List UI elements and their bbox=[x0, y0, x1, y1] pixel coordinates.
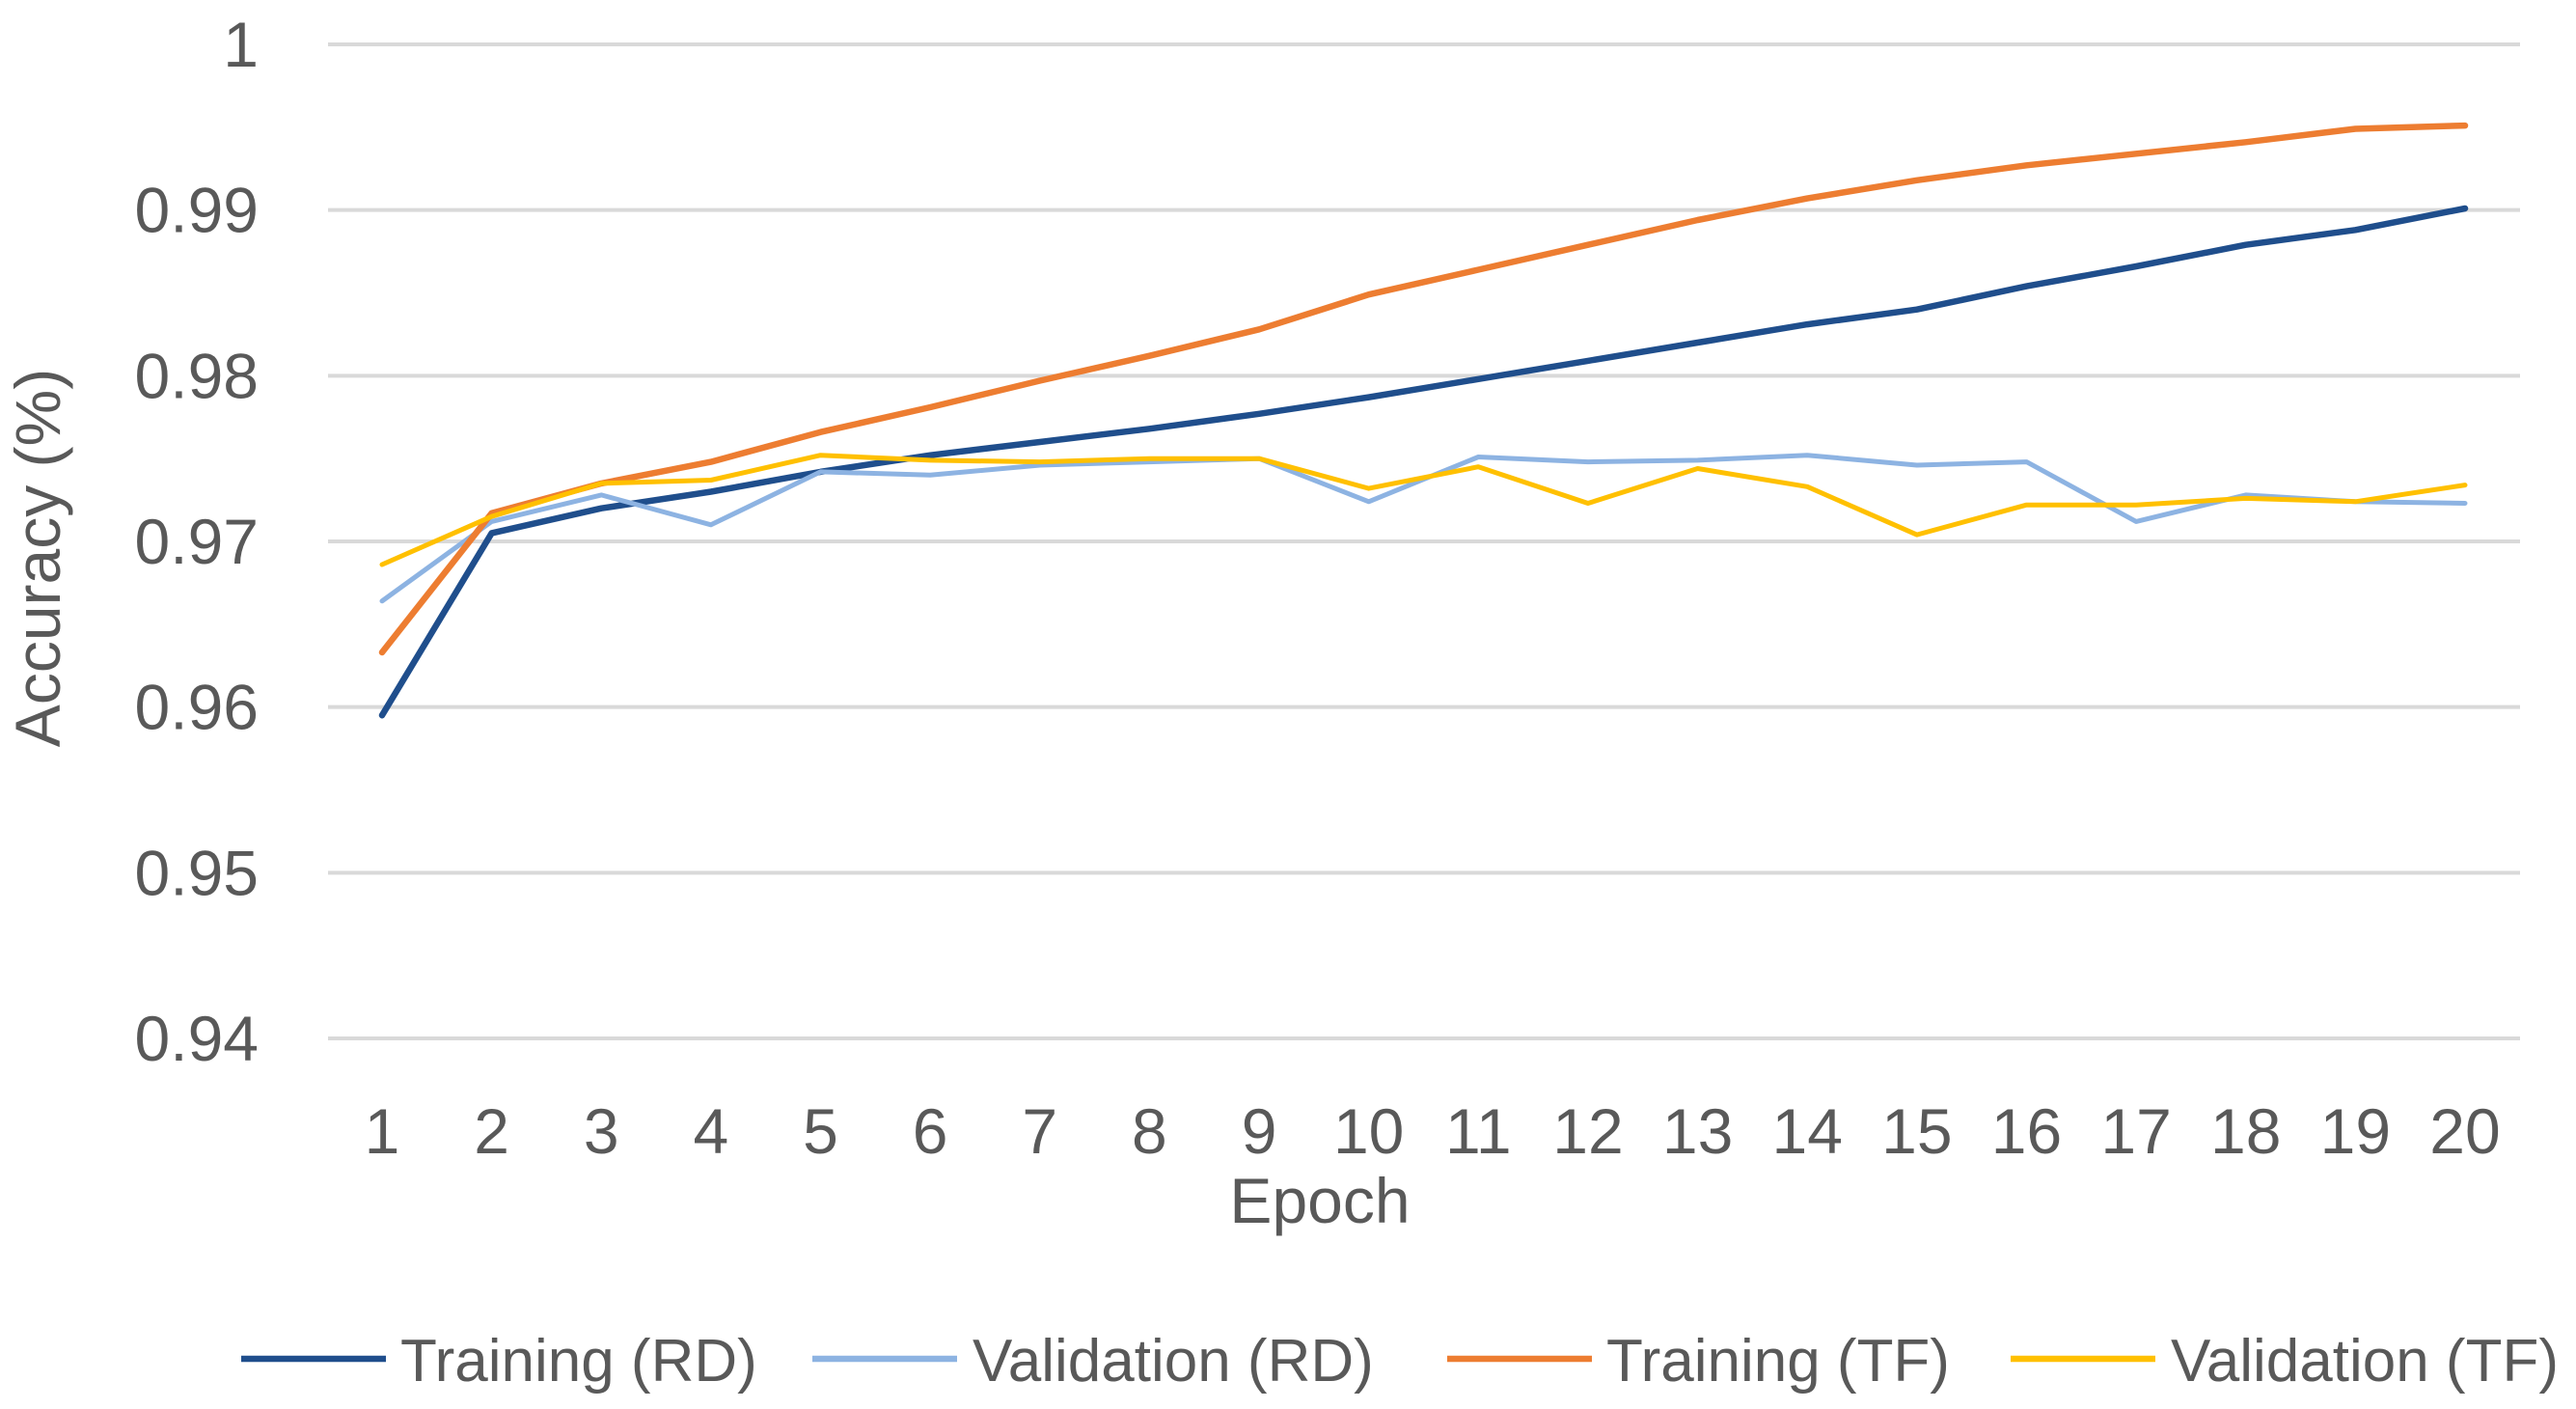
y-tick-label: 0.97 bbox=[135, 506, 259, 577]
series-line-validation-tf bbox=[379, 453, 2468, 567]
x-tick-label: 11 bbox=[1445, 1095, 1512, 1167]
legend-label: Training (RD) bbox=[400, 1328, 757, 1395]
x-tick-label: 10 bbox=[1333, 1095, 1404, 1167]
series-line-training-tf bbox=[378, 122, 2469, 656]
legend-label: Training (TF) bbox=[1606, 1328, 1950, 1395]
x-tick-label: 5 bbox=[803, 1095, 838, 1167]
x-tick-label: 13 bbox=[1662, 1095, 1733, 1167]
x-tick-label: 15 bbox=[1881, 1095, 1952, 1167]
y-tick-label: 0.98 bbox=[135, 340, 259, 411]
legend-item: Training (RD) bbox=[241, 1328, 757, 1395]
x-tick-label: 17 bbox=[2100, 1095, 2171, 1167]
legend: Training (RD) Validation (RD) Training (TF… bbox=[241, 1328, 2559, 1395]
x-tick-label: 20 bbox=[2429, 1095, 2500, 1167]
y-axis-title: Accuracy (%) bbox=[2, 369, 73, 747]
legend-item: Training (TF) bbox=[1447, 1328, 1950, 1395]
x-axis-title: Epoch bbox=[1229, 1165, 1410, 1236]
y-tick-label: 0.94 bbox=[135, 1003, 259, 1074]
y-tick-label: 0.96 bbox=[135, 672, 259, 743]
x-tick-label: 9 bbox=[1242, 1095, 1277, 1167]
x-tick-label: 4 bbox=[694, 1095, 729, 1167]
x-tick-label: 3 bbox=[584, 1095, 619, 1167]
x-tick-label: 2 bbox=[474, 1095, 509, 1167]
x-tick-label: 12 bbox=[1552, 1095, 1623, 1167]
y-tick-label: 0.95 bbox=[135, 837, 259, 908]
series-line-training-rd bbox=[378, 205, 2469, 719]
legend-label: Validation (RD) bbox=[973, 1328, 1374, 1395]
x-tick-label: 8 bbox=[1132, 1095, 1167, 1167]
x-tick-label: 1 bbox=[365, 1095, 400, 1167]
x-tick-label: 19 bbox=[2320, 1095, 2391, 1167]
y-tick-label: 1 bbox=[223, 9, 259, 80]
x-tick-label: 6 bbox=[913, 1095, 948, 1167]
y-tick-label: 0.99 bbox=[135, 175, 259, 246]
x-tick-label: 7 bbox=[1022, 1095, 1057, 1167]
x-tick-label: 16 bbox=[1991, 1095, 2062, 1167]
legend-item: Validation (TF) bbox=[2011, 1328, 2559, 1395]
series-lines bbox=[378, 122, 2469, 719]
y-axis-ticks: 0.94 0.95 0.96 0.97 0.98 0.99 1 bbox=[135, 9, 259, 1074]
x-tick-label: 18 bbox=[2210, 1095, 2281, 1167]
x-axis-ticks: 1 2 3 4 5 6 7 8 9 10 11 12 13 14 15 16 17 18 19 20 bbox=[365, 1095, 2501, 1167]
gridlines bbox=[328, 42, 2520, 1040]
legend-label: Validation (TF) bbox=[2171, 1328, 2559, 1395]
legend-item: Validation (RD) bbox=[812, 1328, 1374, 1395]
x-tick-label: 14 bbox=[1771, 1095, 1842, 1167]
